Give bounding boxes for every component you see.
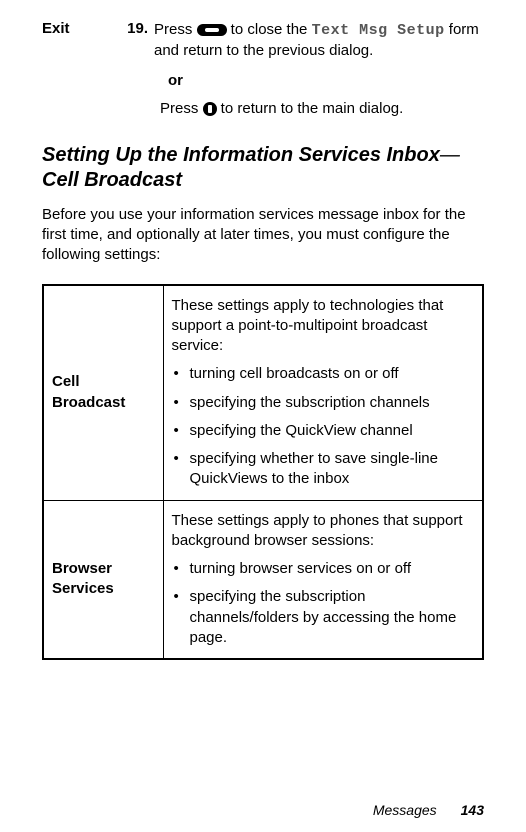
- exit-step-row: Exit 19. Press to close the Text Msg Set…: [42, 20, 484, 62]
- setting-name-cell: Cell Broadcast: [43, 285, 163, 501]
- step-number: 19.: [124, 20, 154, 37]
- setting-bullet: specifying the subscription channels/fol…: [172, 587, 475, 648]
- setting-bullet-list: turning browser services on or off speci…: [172, 559, 475, 648]
- step-label: Exit: [42, 20, 124, 37]
- back-key-icon: [197, 24, 227, 36]
- heading-part-b: Cell Broadcast: [42, 169, 182, 191]
- page-footer: Messages 143: [373, 802, 484, 818]
- setting-bullet: specifying whether to save single-line Q…: [172, 449, 475, 490]
- heading-part-a: Setting Up the Information Services Inbo…: [42, 144, 440, 166]
- form-name: Text Msg Setup: [312, 22, 445, 39]
- setting-name-cell: Browser Services: [43, 500, 163, 659]
- setting-bullet: specifying the QuickView channel: [172, 421, 475, 441]
- section-heading: Setting Up the Information Services Inbo…: [42, 143, 484, 193]
- setting-bullet: turning browser services on or off: [172, 559, 475, 579]
- setting-bullet: specifying the subscription channels: [172, 393, 475, 413]
- press-text-after: to return to the main dialog.: [217, 100, 404, 117]
- footer-page-number: 143: [461, 802, 484, 818]
- table-row: Cell Broadcast These settings apply to t…: [43, 285, 483, 501]
- heading-dash: —: [440, 144, 460, 166]
- setting-bullet-list: turning cell broadcasts on or off specif…: [172, 364, 475, 489]
- settings-table: Cell Broadcast These settings apply to t…: [42, 284, 484, 661]
- step-text-before: Press: [154, 21, 197, 38]
- section-intro: Before you use your information services…: [42, 205, 484, 266]
- setting-desc-intro: These settings apply to technologies tha…: [172, 296, 475, 357]
- or-separator: or: [168, 72, 484, 89]
- step-body: Press to close the Text Msg Setup form a…: [154, 20, 484, 62]
- table-row: Browser Services These settings apply to…: [43, 500, 483, 659]
- setting-desc-cell: These settings apply to phones that supp…: [163, 500, 483, 659]
- step-text-after: to close the: [227, 21, 312, 38]
- setting-desc-intro: These settings apply to phones that supp…: [172, 511, 475, 552]
- press-text-before: Press: [160, 100, 203, 117]
- end-key-icon: [203, 102, 217, 116]
- setting-bullet: turning cell broadcasts on or off: [172, 364, 475, 384]
- footer-section: Messages: [373, 802, 437, 818]
- press-end-block: Press to return to the main dialog.: [160, 99, 484, 119]
- setting-desc-cell: These settings apply to technologies tha…: [163, 285, 483, 501]
